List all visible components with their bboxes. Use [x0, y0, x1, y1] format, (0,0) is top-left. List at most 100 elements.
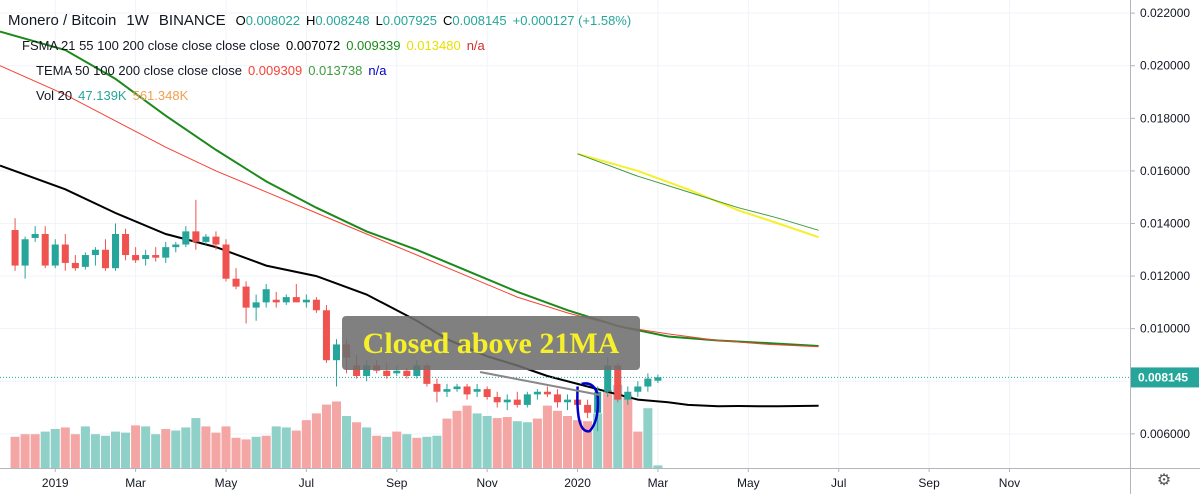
volume-bar	[20, 434, 30, 468]
candle-body	[282, 297, 290, 303]
price-tick-label: 0.006000	[1140, 427, 1190, 441]
fsma-legend-row[interactable]: FSMA 21 55 100 200 close close close clo…	[8, 33, 637, 58]
candle-body	[634, 386, 642, 392]
ma-line-fsma-55	[0, 30, 819, 347]
fsma-label: FSMA 21 55 100 200 close close close clo…	[22, 38, 280, 53]
time-tick-label: Mar	[125, 476, 146, 490]
tema-100-value: 0.013738	[308, 63, 363, 78]
interval-label[interactable]: 1W	[126, 12, 149, 29]
candle-body	[393, 370, 401, 374]
tema-200-value: n/a	[368, 63, 387, 78]
open-label: O	[235, 13, 246, 28]
highlight-circle	[576, 382, 600, 433]
volume-bar	[60, 427, 70, 468]
volume-bar	[382, 436, 392, 468]
volume-bar	[562, 416, 573, 468]
tema-legend-row[interactable]: TEMA 50 100 200 close close close 0.0093…	[8, 58, 637, 83]
candle-body	[493, 397, 501, 403]
volume-bar	[131, 425, 141, 468]
time-axis-bg	[0, 468, 1130, 494]
candle-body	[332, 344, 341, 361]
time-tick-label: Jul	[831, 476, 846, 490]
time-tick-label: Nov	[999, 476, 1020, 490]
candle-body	[162, 247, 170, 258]
volume-bar	[412, 437, 422, 468]
tema-50-value: 0.009309	[247, 63, 303, 78]
candle-body	[383, 370, 391, 376]
chart-grid	[0, 0, 1130, 468]
volume-bar	[30, 434, 40, 468]
candle-body	[553, 394, 561, 403]
volume-label: Vol 20	[36, 88, 73, 103]
price-tick-label: 0.022000	[1140, 6, 1190, 20]
volume-bar	[221, 426, 231, 468]
volume-bar	[532, 418, 542, 468]
volume-bar	[211, 432, 221, 468]
candlesticks	[11, 199, 662, 432]
candle-body	[513, 399, 521, 405]
volume-bar	[522, 422, 532, 468]
candle-body	[543, 391, 551, 395]
candle-body	[142, 255, 150, 259]
candle-body	[413, 365, 421, 376]
volume-bar	[372, 435, 382, 468]
chart-overlays: Closed above 21MA	[0, 316, 1130, 433]
volume-bar	[40, 431, 50, 468]
volume-bars	[10, 384, 663, 468]
time-tick-label: May	[215, 476, 238, 490]
candle-body	[132, 255, 140, 261]
volume-bar	[80, 426, 90, 468]
time-tick-label: Sep	[918, 476, 940, 490]
price-tick-label: 0.018000	[1140, 111, 1190, 125]
candle-body	[81, 255, 89, 267]
annotation-text: Closed above 21MA	[363, 327, 620, 360]
volume-bar	[392, 431, 402, 468]
gear-icon[interactable]: ⚙	[1156, 472, 1172, 489]
volume-bar	[50, 429, 60, 468]
volume-bar	[121, 432, 131, 468]
candle-body	[192, 231, 200, 242]
volume-bar	[231, 437, 241, 468]
candle-body	[21, 239, 29, 266]
candle-body	[122, 234, 130, 256]
time-tick-label: 2019	[42, 476, 69, 490]
tema-label: TEMA 50 100 200 close close close	[36, 63, 242, 78]
volume-bar	[301, 420, 311, 468]
volume-bar	[502, 417, 512, 468]
annotation-box	[342, 316, 640, 370]
candle-body	[61, 244, 69, 263]
exchange-label: BINANCE	[158, 12, 226, 29]
volume-bar	[542, 405, 552, 468]
candle-body	[172, 244, 180, 248]
candle-body	[312, 299, 320, 311]
candle-body	[212, 236, 220, 245]
candle-body	[614, 365, 622, 400]
volume-bar	[432, 435, 442, 468]
volume-bar	[643, 408, 653, 468]
volume-legend-row[interactable]: Vol 20 47.139K 561.348K	[8, 83, 637, 108]
high-label: H	[305, 13, 316, 28]
candle-body	[182, 231, 190, 245]
time-tick-label: Mar	[648, 476, 669, 490]
fsma-55-value: 0.009339	[346, 38, 401, 53]
low-value: 0.007925	[382, 13, 438, 28]
candle-body	[423, 365, 431, 384]
chart-legend: Monero / Bitcoin 1W BINANCE O 0.008022 H…	[8, 8, 637, 108]
open-value: 0.008022	[245, 13, 300, 28]
candle-body	[483, 389, 491, 398]
candle-body	[152, 255, 160, 258]
price-tick-label: 0.016000	[1140, 164, 1190, 178]
candle-body	[503, 399, 511, 403]
volume-bar	[583, 421, 593, 468]
volume-bar	[472, 413, 482, 468]
volume-bar	[512, 421, 522, 468]
symbol-title[interactable]: Monero / Bitcoin	[8, 12, 117, 29]
candle-body	[91, 249, 99, 256]
price-tick-label: 0.010000	[1140, 322, 1190, 336]
ma-line-tema-50	[0, 65, 819, 348]
candle-body	[523, 394, 531, 405]
candle-body	[11, 230, 19, 266]
candle-body	[101, 249, 109, 269]
